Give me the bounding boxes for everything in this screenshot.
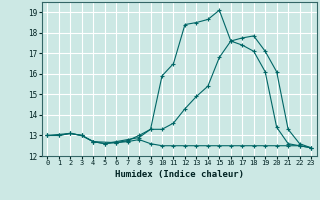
X-axis label: Humidex (Indice chaleur): Humidex (Indice chaleur) xyxy=(115,170,244,179)
